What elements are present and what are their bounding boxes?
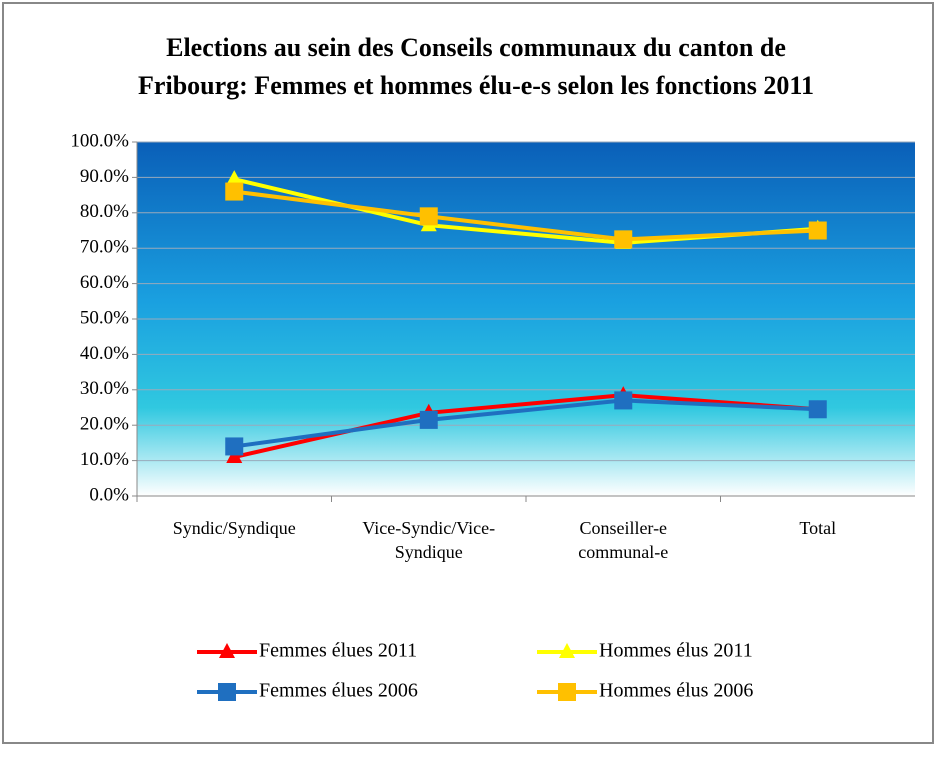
x-tick-label: Conseiller-e	[579, 518, 667, 538]
y-tick-label: 40.0%	[80, 343, 129, 364]
x-tick-label: Total	[799, 518, 836, 538]
x-tick-label: Vice-Syndic/Vice-	[362, 518, 495, 538]
chart-title: Elections au sein des Conseils communaux…	[166, 33, 786, 62]
legend-marker	[219, 643, 235, 658]
data-point	[808, 400, 827, 419]
chart-title: Fribourg: Femmes et hommes élu-e-s selon…	[138, 71, 814, 100]
legend-marker	[559, 643, 575, 658]
series-line	[233, 189, 818, 242]
x-tick-label: Syndic/Syndique	[173, 518, 296, 538]
y-tick-label: 80.0%	[80, 201, 129, 222]
data-point	[225, 437, 244, 456]
legend-label: Femmes élues 2006	[259, 680, 418, 702]
y-tick-label: 0.0%	[89, 484, 129, 505]
x-tick-label: Syndique	[395, 542, 463, 562]
data-point	[225, 182, 244, 201]
legend-label: Femmes élues 2011	[259, 640, 417, 662]
legend-label: Hommes élus 2006	[599, 680, 753, 702]
y-tick-label: 90.0%	[80, 166, 129, 187]
data-point	[419, 410, 438, 429]
y-tick-label: 60.0%	[80, 272, 129, 293]
y-tick-label: 100.0%	[70, 130, 129, 151]
data-point	[226, 448, 243, 464]
y-tick-label: 50.0%	[80, 307, 129, 328]
y-tick-label: 10.0%	[80, 449, 129, 470]
y-tick-label: 70.0%	[80, 237, 129, 258]
data-point	[614, 230, 633, 249]
data-point	[226, 170, 243, 186]
legend-marker	[558, 683, 576, 701]
data-point	[419, 207, 438, 226]
data-point	[808, 221, 827, 240]
legend-marker	[218, 683, 236, 701]
y-tick-label: 30.0%	[80, 378, 129, 399]
series-line	[233, 398, 818, 449]
y-tick-label: 20.0%	[80, 414, 129, 435]
legend-label: Hommes élus 2011	[599, 640, 753, 662]
x-tick-label: communal-e	[578, 542, 668, 562]
data-point	[614, 391, 633, 410]
